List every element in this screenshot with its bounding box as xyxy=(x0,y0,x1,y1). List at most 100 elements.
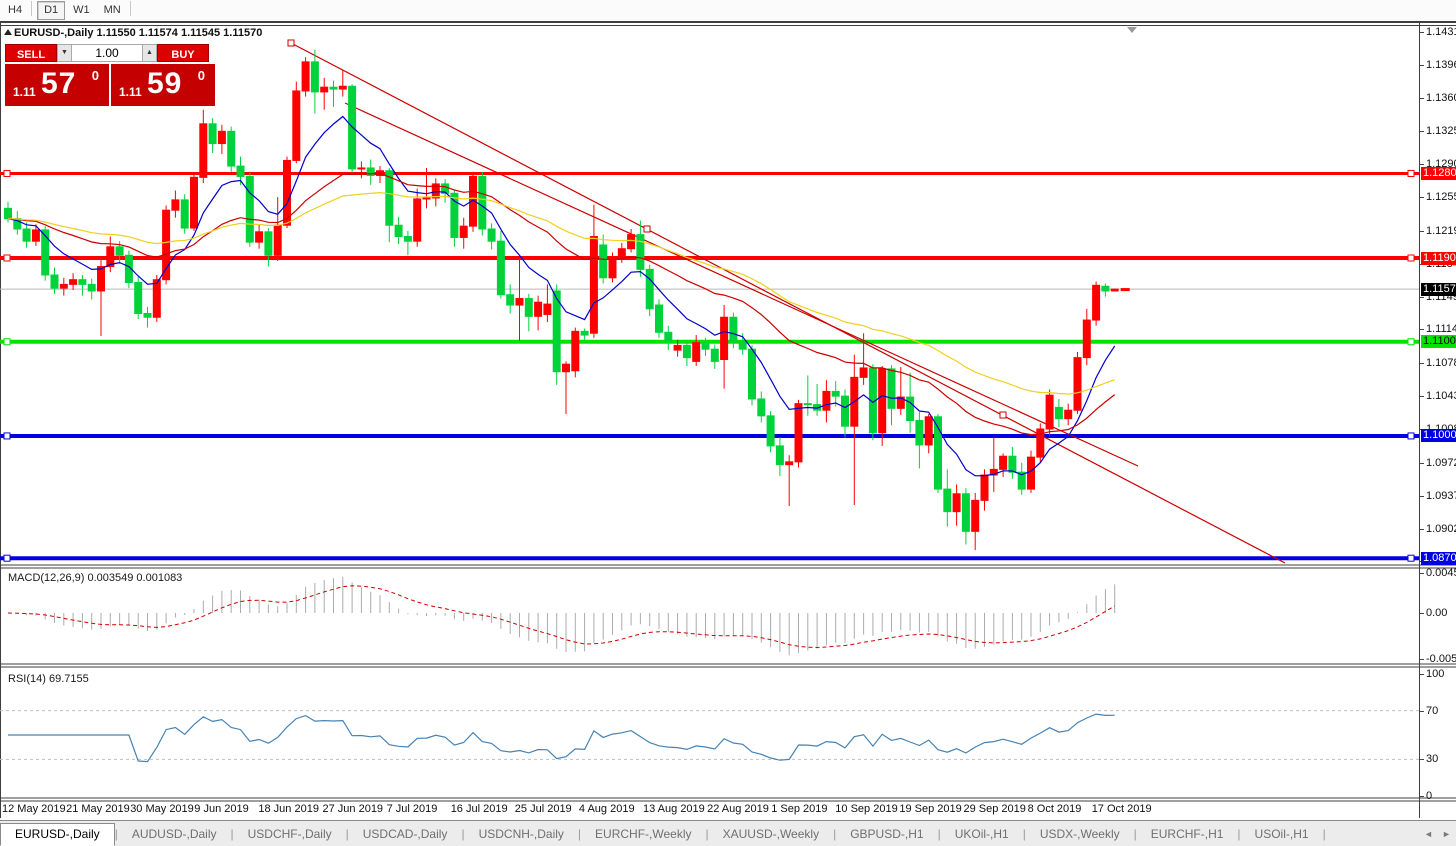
line-handle[interactable] xyxy=(1407,432,1415,440)
candle xyxy=(292,90,301,161)
tab-divider: | xyxy=(1237,827,1241,841)
main-chart-area[interactable] xyxy=(0,39,1419,564)
price-tick-dash xyxy=(1420,131,1424,133)
candle xyxy=(403,235,412,242)
price-tick-label: 1.11140 xyxy=(1426,323,1456,336)
date-tick-label: 7 Jul 2019 xyxy=(386,803,438,815)
chart-frame-top2 xyxy=(0,25,1456,26)
price-tick-dash xyxy=(1420,31,1424,33)
price-line-flag: 1.11009 xyxy=(1421,335,1456,349)
trend-line[interactable] xyxy=(344,102,1139,467)
chart-tab-usdcad-[interactable]: USDCAD-,Daily xyxy=(362,827,448,841)
chart-tab-usdchf-[interactable]: USDCHF-,Daily xyxy=(247,827,332,841)
date-tick-label: 30 May 2019 xyxy=(130,803,194,815)
axis-divider[interactable] xyxy=(1419,22,1420,818)
line-handle[interactable] xyxy=(3,338,11,346)
line-handle[interactable] xyxy=(3,432,11,440)
line-handle[interactable] xyxy=(3,254,11,262)
chart-tab-eurchf-[interactable]: EURCHF-,H1 xyxy=(1150,827,1224,841)
tab-divider: | xyxy=(833,827,837,841)
chart-shift-icon[interactable] xyxy=(1127,27,1137,33)
toolbar-separator xyxy=(31,1,33,16)
timeframe-button-w1[interactable]: W1 xyxy=(73,4,90,16)
macd-label: MACD(12,26,9) 0.003549 0.001083 xyxy=(8,572,182,584)
chart-tab-eurchf-[interactable]: EURCHF-,Weekly xyxy=(595,827,692,841)
candle xyxy=(236,165,245,177)
tab-scroll-left-icon[interactable]: ◄ xyxy=(1424,829,1433,839)
volume-decrease-button[interactable]: ▼ xyxy=(57,44,72,62)
macd-tick-dash xyxy=(1420,613,1424,614)
trendline-handle[interactable] xyxy=(287,39,295,47)
candle xyxy=(1017,471,1026,490)
candle xyxy=(766,415,775,447)
macd-values: 0.003549 0.001083 xyxy=(87,572,183,584)
sell-button[interactable]: SELL xyxy=(5,44,57,62)
candle xyxy=(952,493,961,513)
chart-tab-xauusd-[interactable]: XAUUSD-,Weekly xyxy=(722,827,820,841)
line-handle[interactable] xyxy=(1407,169,1415,177)
candle xyxy=(552,290,561,373)
toolbar-divider xyxy=(0,21,1456,22)
trend-line[interactable] xyxy=(290,42,1286,564)
line-handle[interactable] xyxy=(1407,338,1415,346)
candle xyxy=(245,175,254,243)
line-handle[interactable] xyxy=(3,554,11,562)
candle xyxy=(301,61,310,92)
timeframe-button-mn[interactable]: MN xyxy=(103,4,121,16)
candle xyxy=(720,316,729,361)
date-tick-label: 12 May 2019 xyxy=(2,803,66,815)
line-handle[interactable] xyxy=(3,169,11,177)
buy-price-display[interactable]: 1.11 59 0 xyxy=(111,64,215,106)
chart-tab-eurusd-[interactable]: EURUSD-,Daily xyxy=(0,823,115,846)
chart-tab-usoil-[interactable]: USOil-,H1 xyxy=(1254,827,1309,841)
price-tick-label: 1.14310 xyxy=(1426,25,1456,38)
candle xyxy=(1036,428,1045,458)
price-tick-dash xyxy=(1420,329,1424,331)
line-handle[interactable] xyxy=(1407,554,1415,562)
chart-tab-ukoil-[interactable]: UKOil-,H1 xyxy=(954,827,1009,841)
price-tick-label: 1.10780 xyxy=(1426,357,1456,370)
candle xyxy=(78,279,87,285)
timeframe-button-h4[interactable]: H4 xyxy=(8,4,23,16)
chart-tab-bar: EURUSD-,Daily | AUDUSD-,Daily | USDCHF-,Dail… xyxy=(0,820,1456,846)
date-tick-label: 18 Jun 2019 xyxy=(258,803,319,815)
price-tick-label: 1.10430 xyxy=(1426,390,1456,403)
timeframe-button-d1[interactable]: D1 xyxy=(37,1,66,20)
macd-tick-dash xyxy=(1420,572,1424,574)
candle xyxy=(97,266,105,292)
collapse-panel-icon[interactable] xyxy=(4,29,12,35)
candle xyxy=(1073,357,1082,411)
chart-tab-gbpusd-[interactable]: GBPUSD-,H1 xyxy=(850,827,924,841)
candle xyxy=(69,279,78,285)
moving-average-slow xyxy=(7,191,1115,395)
candle xyxy=(580,330,589,336)
chart-tab-audusd-[interactable]: AUDUSD-,Daily xyxy=(131,827,217,841)
candle xyxy=(320,86,329,93)
candle xyxy=(961,493,970,532)
trendline-handle[interactable] xyxy=(999,411,1007,419)
volume-increase-button[interactable]: ▲ xyxy=(142,44,157,62)
date-tick-label: 27 Jun 2019 xyxy=(322,803,384,815)
ohlc-values: 1.11550 1.11574 1.11545 1.11570 xyxy=(96,27,263,39)
volume-input[interactable] xyxy=(72,44,142,62)
price-tick-dash xyxy=(1420,164,1424,166)
candle xyxy=(152,279,161,318)
price-line-flag: 1.11570 xyxy=(1421,282,1456,296)
one-click-trade-panel: SELL ▼ ▲ BUY 1.11 57 0 1.11 59 0 xyxy=(5,44,217,106)
sell-price-display[interactable]: 1.11 57 0 xyxy=(5,64,109,106)
candle xyxy=(980,474,989,501)
chart-tab-usdx-[interactable]: USDX-,Weekly xyxy=(1039,827,1120,841)
chart-info-line: EURUSD-,Daily 1.11550 1.11574 1.11545 1.… xyxy=(14,27,262,39)
candle xyxy=(934,416,942,490)
trendline-handle[interactable] xyxy=(643,225,651,233)
candle xyxy=(1082,319,1091,359)
chart-tab-usdcnh-[interactable]: USDCNH-,Daily xyxy=(478,827,564,841)
candle xyxy=(217,130,226,145)
buy-button[interactable]: BUY xyxy=(157,44,209,62)
tab-scroll-right-icon[interactable]: ► xyxy=(1442,829,1451,839)
price-tick-label: 1.13600 xyxy=(1426,92,1456,105)
candle xyxy=(1110,288,1119,292)
line-handle[interactable] xyxy=(1407,254,1415,262)
